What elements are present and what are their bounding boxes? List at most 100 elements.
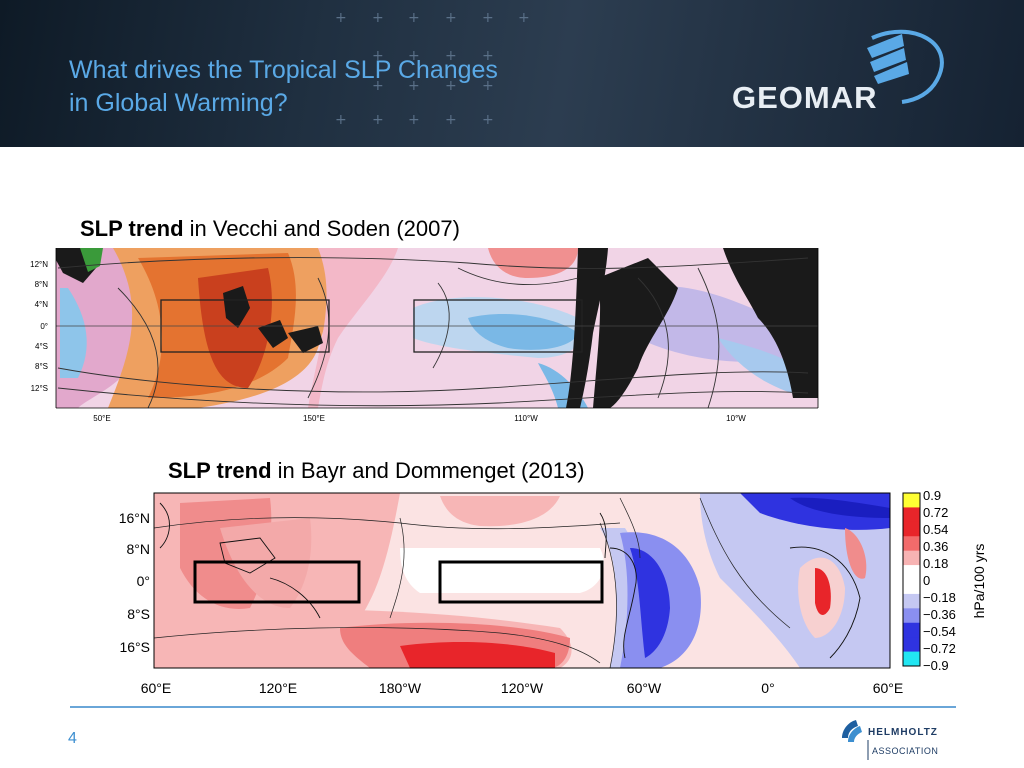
- figure2-colorbar: [902, 492, 921, 667]
- colorbar-tick: 0.36: [923, 539, 948, 554]
- decor-plus: +: [408, 78, 420, 94]
- figure2-box-east-pacific: [438, 560, 604, 604]
- decor-plus: +: [408, 48, 420, 64]
- colorbar-tick: 0: [923, 573, 930, 588]
- colorbar-swatch: [903, 608, 920, 624]
- decor-plus: +: [335, 112, 347, 128]
- colorbar-border: [902, 492, 921, 667]
- colorbar-tick: 0.9: [923, 488, 941, 503]
- figure1-lon-label: 10°W: [726, 414, 746, 423]
- figure2-lat-label: 8°S: [127, 606, 150, 622]
- figure1-contours: [57, 257, 809, 409]
- figure2-box-indo-pacific: [193, 560, 361, 604]
- colorbar-tick: −0.72: [923, 641, 956, 656]
- decor-plus: +: [372, 112, 384, 128]
- figure1-axis-ticks: [55, 248, 819, 409]
- figure1-lat-label: 4°S: [35, 342, 48, 351]
- helmholtz-logo: HELMHOLTZ ASSOCIATION: [842, 720, 938, 760]
- colorbar-swatch: [903, 622, 920, 638]
- slide-title: What drives the Tropical SLP Changes in …: [69, 54, 498, 120]
- figure1-lat-label: 8°S: [35, 362, 48, 371]
- decor-plus: +: [372, 78, 384, 94]
- colorbar-swatch: [903, 507, 920, 523]
- slide-title-line1: What drives the Tropical SLP Changes: [69, 56, 498, 84]
- figure1-lat-label: 12°N: [30, 260, 48, 269]
- figure2-colorbar-ticks: 0.9 0.72 0.54 0.36 0.18 0 −0.18 −0.36 −0…: [923, 488, 956, 673]
- helmholtz-line1: HELMHOLTZ: [868, 727, 938, 738]
- geomar-swoosh-icon: [867, 29, 944, 104]
- colorbar-swatch: [903, 593, 920, 609]
- figure1-lon-label: 110°W: [514, 414, 538, 423]
- decor-plus: +: [445, 112, 457, 128]
- figure1-lon-label: 150°E: [303, 414, 325, 423]
- figure2-lon-label: 0°: [761, 680, 774, 696]
- figure1-lon-labels: 50°E 150°E 110°W 10°W: [93, 414, 746, 423]
- figure2-contours: [153, 497, 791, 669]
- decor-plus: +: [445, 78, 457, 94]
- colorbar-tick: 0.54: [923, 522, 948, 537]
- decor-plus: +: [445, 10, 457, 26]
- colorbar-swatch: [903, 651, 920, 667]
- figure2-lon-label: 60°E: [141, 680, 172, 696]
- figure2-lat-label: 16°S: [119, 639, 150, 655]
- footer-divider: [70, 706, 956, 708]
- figure1-map: 12°N 8°N 4°N 0° 4°S 8°S 12°S 50°E 150°E …: [18, 248, 828, 428]
- helmholtz-mark-icon: [842, 720, 862, 742]
- figure2-lat-labels: 16°N 8°N 0° 8°S 16°S: [119, 510, 150, 655]
- figure2-lat-label: 8°N: [127, 541, 151, 557]
- figure2-lon-label: 180°W: [379, 680, 422, 696]
- decor-plus: +: [372, 10, 384, 26]
- figure2-coastlines: [159, 502, 861, 659]
- figure1-caption-rest: in Vecchi and Soden (2007): [183, 216, 460, 241]
- decor-plus: +: [372, 48, 384, 64]
- figure2-lat-label: 0°: [137, 573, 150, 589]
- figure2-axes: [153, 492, 891, 669]
- figure1-lat-label: 8°N: [35, 280, 49, 289]
- figure2-lon-labels: 60°E 120°E 180°W 120°W 60°W 0° 60°E: [141, 680, 904, 696]
- figure2-lon-label: 120°E: [259, 680, 297, 696]
- header-banner: + + + + + + + + + + + + + + + + + + + Wh…: [0, 0, 1024, 147]
- figure2-map: 16°N 8°N 0° 8°S 16°S 60°E 120°E 180°W 12…: [119, 488, 987, 696]
- decor-plus: +: [482, 112, 494, 128]
- figure2-lon-label: 60°W: [627, 680, 662, 696]
- colorbar-swatch: [903, 637, 920, 653]
- helmholtz-line2: ASSOCIATION: [872, 746, 938, 756]
- decor-plus: +: [408, 10, 420, 26]
- colorbar-tick: −0.36: [923, 607, 956, 622]
- colorbar-swatch: [903, 550, 920, 566]
- decor-plus: +: [482, 48, 494, 64]
- colorbar-tick: 0.72: [923, 505, 948, 520]
- figure1-lat-label: 12°S: [31, 384, 48, 393]
- colorbar-swatch: [903, 521, 920, 537]
- colorbar-tick: −0.54: [923, 624, 956, 639]
- decor-plus: +: [408, 112, 420, 128]
- figure1-lat-label: 0°: [40, 322, 48, 331]
- figure2-caption-bold: SLP trend: [168, 458, 272, 483]
- figure1-lat-labels: 12°N 8°N 4°N 0° 4°S 8°S 12°S: [30, 260, 48, 393]
- decor-plus: +: [518, 10, 530, 26]
- figure1-caption-bold: SLP trend: [80, 216, 184, 241]
- figure1-caption: SLP trend in Vecchi and Soden (2007): [80, 216, 460, 242]
- decor-plus: +: [482, 78, 494, 94]
- figure2-caption: SLP trend in Bayr and Dommenget (2013): [168, 458, 585, 484]
- figure2-lon-label: 60°E: [873, 680, 904, 696]
- geomar-logo-text: GEOMAR: [732, 80, 878, 115]
- figure1-lon-label: 50°E: [93, 414, 110, 423]
- decor-plus: +: [482, 10, 494, 26]
- colorbar-tick: −0.18: [923, 590, 956, 605]
- figure1-lat-label: 4°N: [35, 300, 49, 309]
- colorbar-swatch: [903, 493, 920, 508]
- geomar-logo: GEOMAR: [732, 18, 962, 118]
- page-number: 4: [68, 730, 77, 747]
- colorbar-swatch: [903, 565, 920, 580]
- colorbar-tick: 0.18: [923, 556, 948, 571]
- colorbar-swatch: [903, 579, 920, 595]
- colorbar-tick: −0.9: [923, 658, 949, 673]
- figure1-field: [56, 248, 818, 408]
- figure2-lon-label: 120°W: [501, 680, 544, 696]
- slide-title-line2: in Global Warming?: [69, 89, 288, 117]
- figure2-field: [154, 493, 890, 668]
- decor-plus: +: [445, 48, 457, 64]
- colorbar-swatch: [903, 536, 920, 552]
- colorbar-unit-label: hPa/100 yrs: [971, 544, 987, 619]
